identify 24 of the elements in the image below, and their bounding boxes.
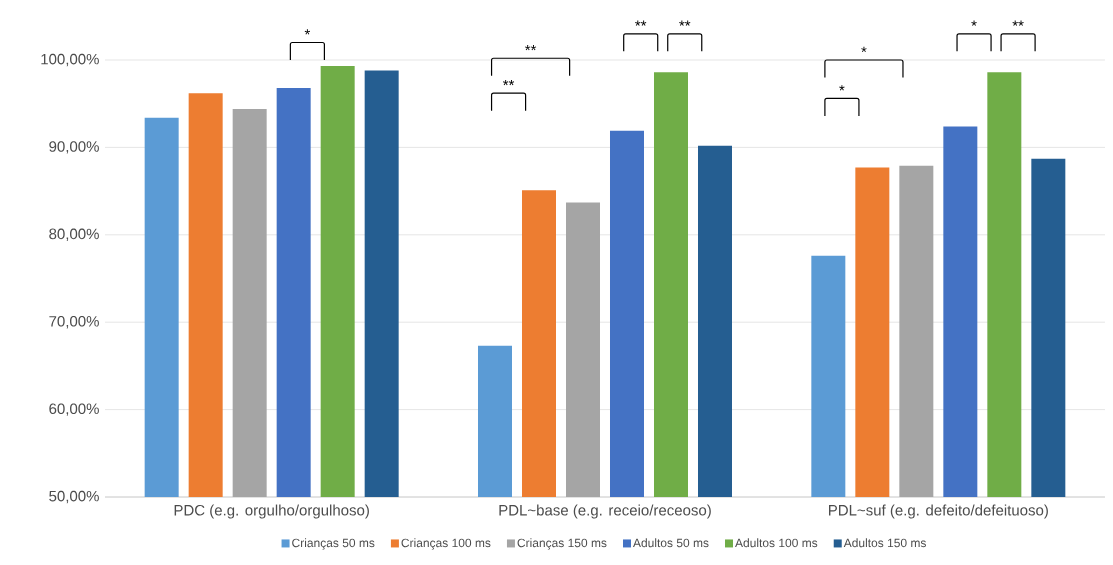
text: * xyxy=(304,29,311,35)
y-tick-label: 80,00% xyxy=(49,228,99,241)
annotation: ** xyxy=(502,79,515,86)
text: * xyxy=(971,20,977,26)
annotation: * xyxy=(839,85,845,91)
y-tick-label: 90,00% xyxy=(49,141,99,154)
text: * xyxy=(861,46,867,52)
legend-label: Adultos 100 ms xyxy=(735,538,818,548)
y-tick-label: 70,00% xyxy=(49,316,99,329)
legend-label: Adultos 150 ms xyxy=(843,538,926,548)
y-tick-label: 50,00% xyxy=(49,490,99,504)
text: ** xyxy=(525,44,537,51)
y-tick-label: 60,00% xyxy=(49,403,99,416)
x-tick-label: PDC (e.g. orgulho/orgulhoso) xyxy=(174,504,369,519)
legend-label: Adultos 50 ms xyxy=(633,538,709,548)
text: ** xyxy=(635,20,647,26)
legend-label: Crianças 150 ms xyxy=(517,538,607,550)
legend-label: Crianças 50 ms xyxy=(292,538,375,550)
y-tick-label: 100,00% xyxy=(41,53,99,67)
x-tick-label: PDL~base (e.g. receio/receoso) xyxy=(499,504,711,519)
text: ** xyxy=(1012,20,1024,26)
legend-label: Crianças 100 ms xyxy=(401,538,491,550)
x-tick-label: PDL~suf (e.g. defeito/defeituoso) xyxy=(829,504,1048,519)
text: ** xyxy=(679,20,691,26)
